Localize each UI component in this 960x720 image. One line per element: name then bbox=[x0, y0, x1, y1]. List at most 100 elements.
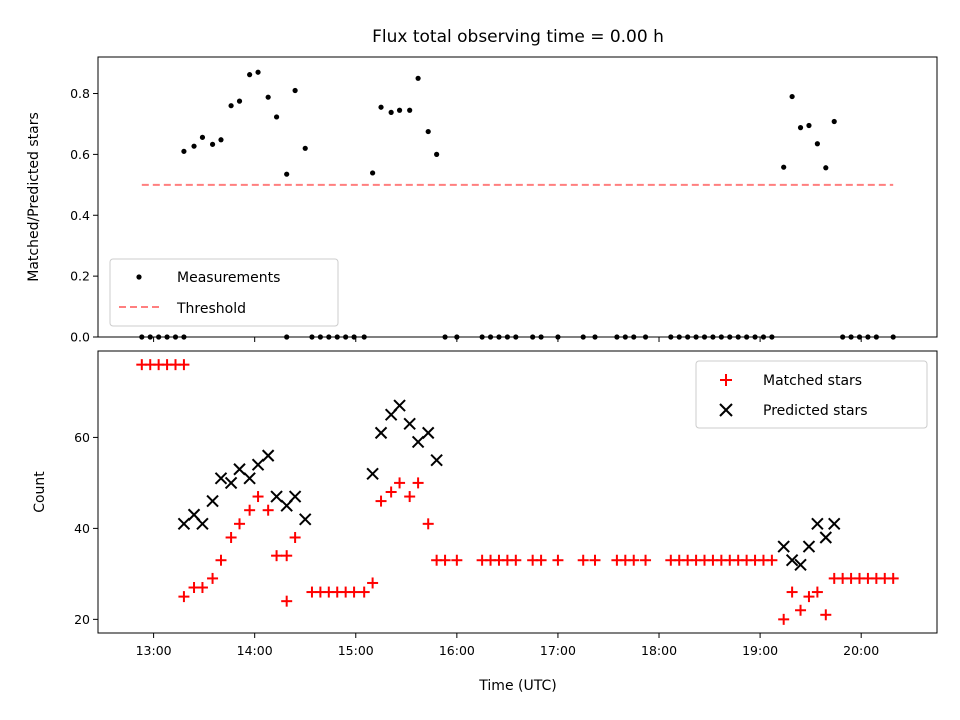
top-ytick-label: 0.6 bbox=[70, 147, 90, 162]
bottom-legend: Matched stars Predicted stars bbox=[695, 360, 928, 429]
measurement-point bbox=[284, 171, 290, 177]
legend-threshold-label: Threshold bbox=[176, 301, 246, 317]
matched-stars-point bbox=[640, 554, 652, 566]
bottom-data-layer bbox=[136, 359, 899, 625]
measurement-point bbox=[255, 69, 261, 75]
matched-stars-point bbox=[234, 518, 246, 530]
matched-stars-point bbox=[820, 609, 832, 621]
predicted-stars-point bbox=[794, 558, 807, 571]
matched-stars-point bbox=[786, 586, 798, 598]
predicted-stars-point bbox=[261, 449, 275, 462]
legend-measurements-marker bbox=[136, 274, 142, 280]
bot-xtick-label: 17:00 bbox=[540, 643, 576, 658]
measurement-point bbox=[247, 72, 253, 78]
top-y-axis-label: Matched/Predicted stars bbox=[26, 112, 42, 282]
matched-stars-point bbox=[289, 531, 301, 543]
predicted-stars-point bbox=[366, 467, 379, 481]
predicted-stars-point bbox=[422, 426, 435, 440]
measurement-point bbox=[370, 170, 376, 176]
bot-xtick-label: 14:00 bbox=[237, 643, 273, 658]
bot-ytick-label: 60 bbox=[74, 430, 90, 445]
predicted-stars-point bbox=[430, 453, 443, 467]
matched-stars-point bbox=[375, 495, 387, 507]
predicted-stars-point bbox=[777, 540, 790, 553]
bot-xtick-label: 13:00 bbox=[136, 643, 172, 658]
matched-stars-point bbox=[271, 550, 283, 562]
matched-stars-point bbox=[225, 531, 237, 543]
predicted-stars-point bbox=[403, 417, 416, 430]
matched-stars-point bbox=[766, 554, 778, 566]
matched-stars-point bbox=[628, 554, 640, 566]
matched-stars-point bbox=[778, 613, 790, 625]
bottom-y-axis-label: Count bbox=[32, 471, 48, 513]
predicted-stars-point bbox=[177, 517, 191, 531]
matched-stars-point bbox=[367, 577, 379, 589]
bottom-x-axis: 13:00 14:00 15:00 16:00 17:00 18:00 19:00 20:00 bbox=[136, 633, 879, 658]
bot-ytick-label: 40 bbox=[74, 521, 90, 536]
measurement-point bbox=[434, 151, 440, 157]
bottom-axes-frame bbox=[97, 350, 938, 634]
matched-stars-point bbox=[439, 554, 451, 566]
measurement-point bbox=[236, 98, 243, 104]
top-ytick-label: 0.0 bbox=[70, 330, 90, 345]
measurement-point bbox=[823, 165, 829, 171]
predicted-stars-point bbox=[243, 472, 256, 485]
matched-stars-point bbox=[887, 572, 899, 584]
measurement-point bbox=[302, 145, 308, 151]
predicted-stars-point bbox=[785, 554, 799, 567]
predicted-stars-point bbox=[196, 517, 209, 531]
bot-xtick-label: 16:00 bbox=[439, 643, 475, 658]
predicted-stars-point bbox=[374, 426, 388, 440]
matched-stars-point bbox=[795, 604, 807, 616]
top-ytick-label: 0.4 bbox=[70, 208, 90, 223]
matched-stars-point bbox=[281, 550, 293, 562]
top-chart-title: Flux total observing time = 0.00 h bbox=[372, 27, 664, 47]
matched-stars-point bbox=[589, 554, 601, 566]
legend-measurements-label: Measurements bbox=[177, 270, 280, 286]
measurement-point bbox=[191, 143, 197, 149]
legend-predicted-label: Predicted stars bbox=[763, 403, 868, 419]
legend-matched-label: Matched stars bbox=[763, 373, 862, 389]
predicted-stars-point bbox=[206, 494, 219, 508]
measurement-point bbox=[789, 93, 795, 100]
measurement-point bbox=[407, 107, 413, 113]
matched-stars-point bbox=[252, 491, 264, 503]
top-legend-box bbox=[109, 258, 339, 327]
matched-stars-point bbox=[215, 554, 227, 566]
bot-xtick-label: 20:00 bbox=[843, 643, 879, 658]
measurement-point bbox=[228, 103, 234, 109]
bottom-x-axis-label: Time (UTC) bbox=[478, 678, 556, 694]
matched-stars-point bbox=[404, 491, 416, 503]
predicted-stars-point bbox=[299, 513, 312, 526]
bottom-y-axis: 20 40 60 bbox=[74, 430, 98, 627]
predicted-stars-point bbox=[214, 472, 228, 485]
predicted-stars-point bbox=[251, 458, 265, 471]
matched-stars-point bbox=[348, 586, 360, 598]
matched-stars-point bbox=[358, 586, 370, 598]
matched-stars-point bbox=[196, 582, 208, 594]
measurement-point bbox=[181, 148, 187, 154]
bottom-legend-box bbox=[695, 360, 928, 429]
bot-xtick-label: 18:00 bbox=[641, 643, 677, 658]
predicted-stars-point bbox=[233, 463, 246, 476]
matched-stars-point bbox=[281, 595, 293, 607]
matched-stars-point bbox=[262, 504, 274, 516]
measurement-point bbox=[831, 118, 837, 125]
predicted-stars-point bbox=[802, 540, 816, 553]
matched-stars-point bbox=[385, 486, 397, 498]
predicted-stars-point bbox=[811, 517, 824, 531]
matched-stars-point bbox=[178, 359, 190, 371]
predicted-stars-point bbox=[819, 531, 833, 544]
bottom-panel: 20 40 60 13:00 14:00 15:00 16:00 17:00 18:00 19:… bbox=[32, 350, 938, 694]
matched-stars-point bbox=[451, 554, 463, 566]
measurement-point bbox=[388, 109, 394, 115]
matched-stars-point bbox=[803, 591, 815, 603]
measurement-point bbox=[781, 164, 787, 170]
measurement-point bbox=[273, 114, 280, 120]
matched-stars-point bbox=[510, 554, 522, 566]
top-y-axis: 0.0 0.2 0.4 0.6 0.8 bbox=[70, 86, 98, 345]
measurement-point bbox=[797, 125, 804, 131]
top-ytick-label: 0.8 bbox=[70, 86, 90, 101]
